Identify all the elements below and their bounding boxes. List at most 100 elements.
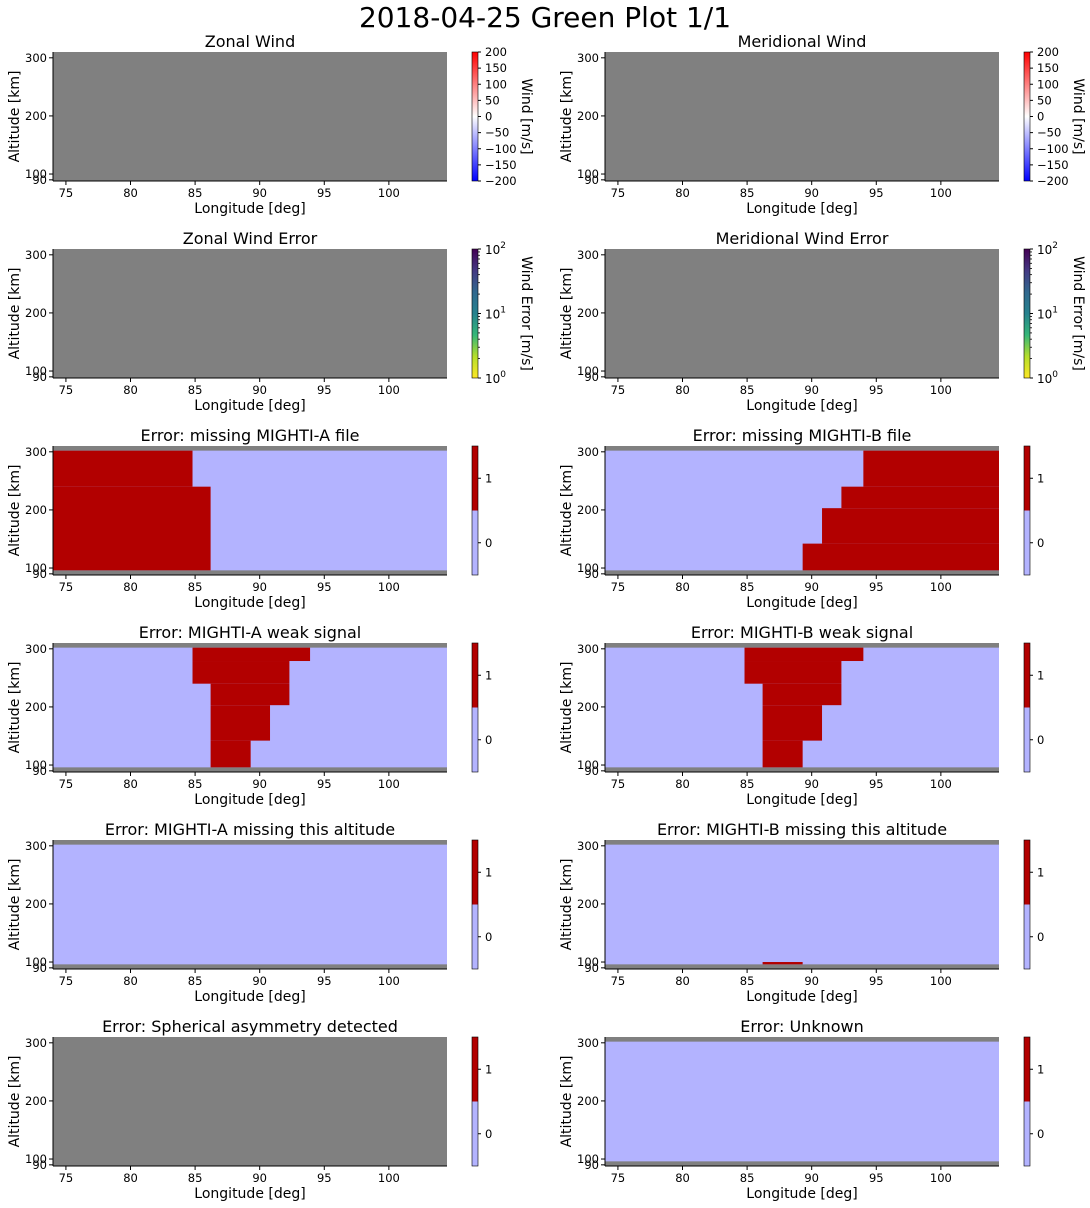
flag-on-cell (863, 450, 999, 487)
y-tick-label: 90 (32, 567, 47, 581)
colorbar-tick-label: 100 (1037, 370, 1058, 386)
colorbar-bar (471, 248, 479, 379)
colorbar-tick-label: 0 (485, 733, 492, 747)
colorbar-tick-label: 102 (1037, 241, 1058, 257)
chart-title: Meridional Wind (738, 32, 867, 51)
x-tick-label: 85 (740, 186, 755, 200)
x-tick-label: 90 (252, 580, 267, 594)
y-tick-label: 90 (32, 370, 47, 384)
x-tick-label: 75 (59, 777, 74, 791)
colorbar-outline (1023, 642, 1031, 773)
y-axis-label: Altitude [km] (559, 71, 575, 163)
x-tick-label: 85 (740, 580, 755, 594)
colorbar-bar (1023, 248, 1031, 379)
plot-background (53, 52, 447, 181)
colorbar-tick-label: 150 (485, 61, 507, 75)
colorbar-tick-label: 0 (485, 930, 492, 944)
y-tick-label: 100 (25, 167, 47, 181)
colorbar-segment-0 (1024, 1101, 1030, 1166)
y-tick-label: 300 (577, 51, 599, 65)
chart-title: Error: MIGHTI-A missing this altitude (105, 820, 395, 839)
x-tick-label: 90 (804, 383, 819, 397)
y-tick-label: 100 (577, 364, 599, 378)
x-tick-label: 95 (317, 777, 332, 791)
y-tick-label: 300 (25, 1036, 47, 1050)
x-tick-label: 85 (188, 580, 203, 594)
colorbar: 200 150 100 50 0 −50 −100 −150 −200 Wind [m/s] (1023, 45, 1086, 188)
y-tick-label: 90 (32, 764, 47, 778)
flag-on-cell (802, 543, 999, 571)
x-tick-label: 90 (252, 1171, 267, 1185)
y-axis-label: Altitude [km] (7, 1056, 23, 1148)
x-tick-label: 95 (317, 383, 332, 397)
colorbar-tick-label: 1 (485, 668, 492, 682)
colorbar-tick-label: −100 (1037, 142, 1069, 156)
y-tick-label: 90 (584, 764, 599, 778)
colorbar-outline (1023, 445, 1031, 576)
x-axis-label: Longitude [deg] (746, 989, 857, 1005)
colorbar-tick-base: 10 (485, 372, 500, 386)
x-tick-label: 95 (869, 974, 884, 988)
chart-title: Error: missing MIGHTI-A file (141, 426, 360, 445)
colorbar: 10 (1023, 642, 1044, 773)
plot-background (605, 52, 999, 181)
y-tick-label: 200 (577, 306, 599, 320)
y-tick-label: 100 (577, 167, 599, 181)
colorbar-tick-label: 100 (485, 370, 506, 386)
x-tick-label: 80 (123, 777, 138, 791)
chart-title: Meridional Wind Error (716, 229, 889, 248)
x-tick-label: 90 (252, 777, 267, 791)
colorbar: 10 (471, 1036, 492, 1167)
colorbar-outline (471, 642, 479, 773)
colorbar-segment-0 (472, 904, 478, 969)
colorbar-segment-1 (1024, 1037, 1030, 1102)
colorbar-outline (471, 445, 479, 576)
colorbar-segment-0 (1024, 707, 1030, 772)
x-tick-label: 75 (611, 383, 626, 397)
colorbar-tick-label: 1 (1037, 471, 1044, 485)
flag-on-cell (762, 683, 842, 706)
colorbar-outline (471, 839, 479, 970)
flag-on-cell (762, 740, 803, 768)
colorbar-tick-label: 1 (1037, 865, 1044, 879)
colorbar-outline (1023, 1036, 1031, 1167)
x-tick-label: 80 (123, 186, 138, 200)
y-tick-label: 200 (25, 700, 47, 714)
colorbar-outline (1023, 839, 1031, 970)
y-axis-label: Altitude [km] (559, 268, 575, 360)
x-tick-label: 75 (59, 580, 74, 594)
y-axis-label: Altitude [km] (7, 859, 23, 951)
y-tick-label: 300 (25, 51, 47, 65)
x-tick-label: 80 (675, 383, 690, 397)
colorbar-tick-label: 101 (1037, 306, 1058, 322)
x-tick-label: 85 (188, 383, 203, 397)
flag-on-cell (744, 661, 842, 684)
x-tick-label: 75 (611, 777, 626, 791)
y-tick-label: 200 (25, 306, 47, 320)
colorbar-segment-1 (472, 840, 478, 905)
y-tick-label: 90 (584, 173, 599, 187)
chart-title: Zonal Wind (205, 32, 295, 51)
x-tick-label: 100 (930, 974, 952, 988)
colorbar-tick-label: −200 (485, 174, 517, 188)
colorbar-segment-0 (472, 707, 478, 772)
flag-on-cell (192, 647, 311, 662)
colorbar-segment-1 (472, 643, 478, 708)
x-axis-label: Longitude [deg] (194, 1186, 305, 1202)
colorbar: 10 (1023, 1036, 1044, 1167)
chart-title: Error: MIGHTI-B weak signal (691, 623, 913, 642)
colorbar-tick-label: 100 (1037, 77, 1059, 91)
flag-off-region (605, 844, 999, 965)
x-axis-label: Longitude [deg] (194, 989, 305, 1005)
chart-title: Error: missing MIGHTI-B file (693, 426, 912, 445)
y-tick-label: 300 (577, 248, 599, 262)
x-axis-label: Longitude [deg] (746, 1186, 857, 1202)
colorbar-tick-label: 200 (485, 45, 507, 59)
